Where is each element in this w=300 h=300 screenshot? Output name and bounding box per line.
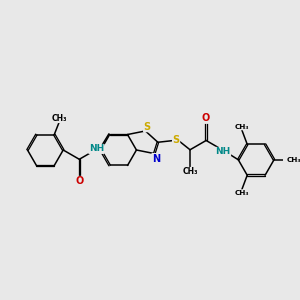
Text: S: S [172, 135, 180, 145]
Text: N: N [152, 154, 160, 164]
Text: O: O [75, 176, 83, 186]
Text: NH: NH [215, 147, 230, 156]
Text: O: O [202, 113, 210, 123]
Text: CH₃: CH₃ [287, 157, 300, 163]
Text: S: S [144, 122, 151, 132]
Text: CH₃: CH₃ [235, 124, 249, 130]
Text: NH: NH [89, 144, 104, 153]
Text: CH₃: CH₃ [182, 167, 198, 176]
Text: CH₃: CH₃ [235, 190, 249, 196]
Text: CH₃: CH₃ [52, 114, 68, 123]
